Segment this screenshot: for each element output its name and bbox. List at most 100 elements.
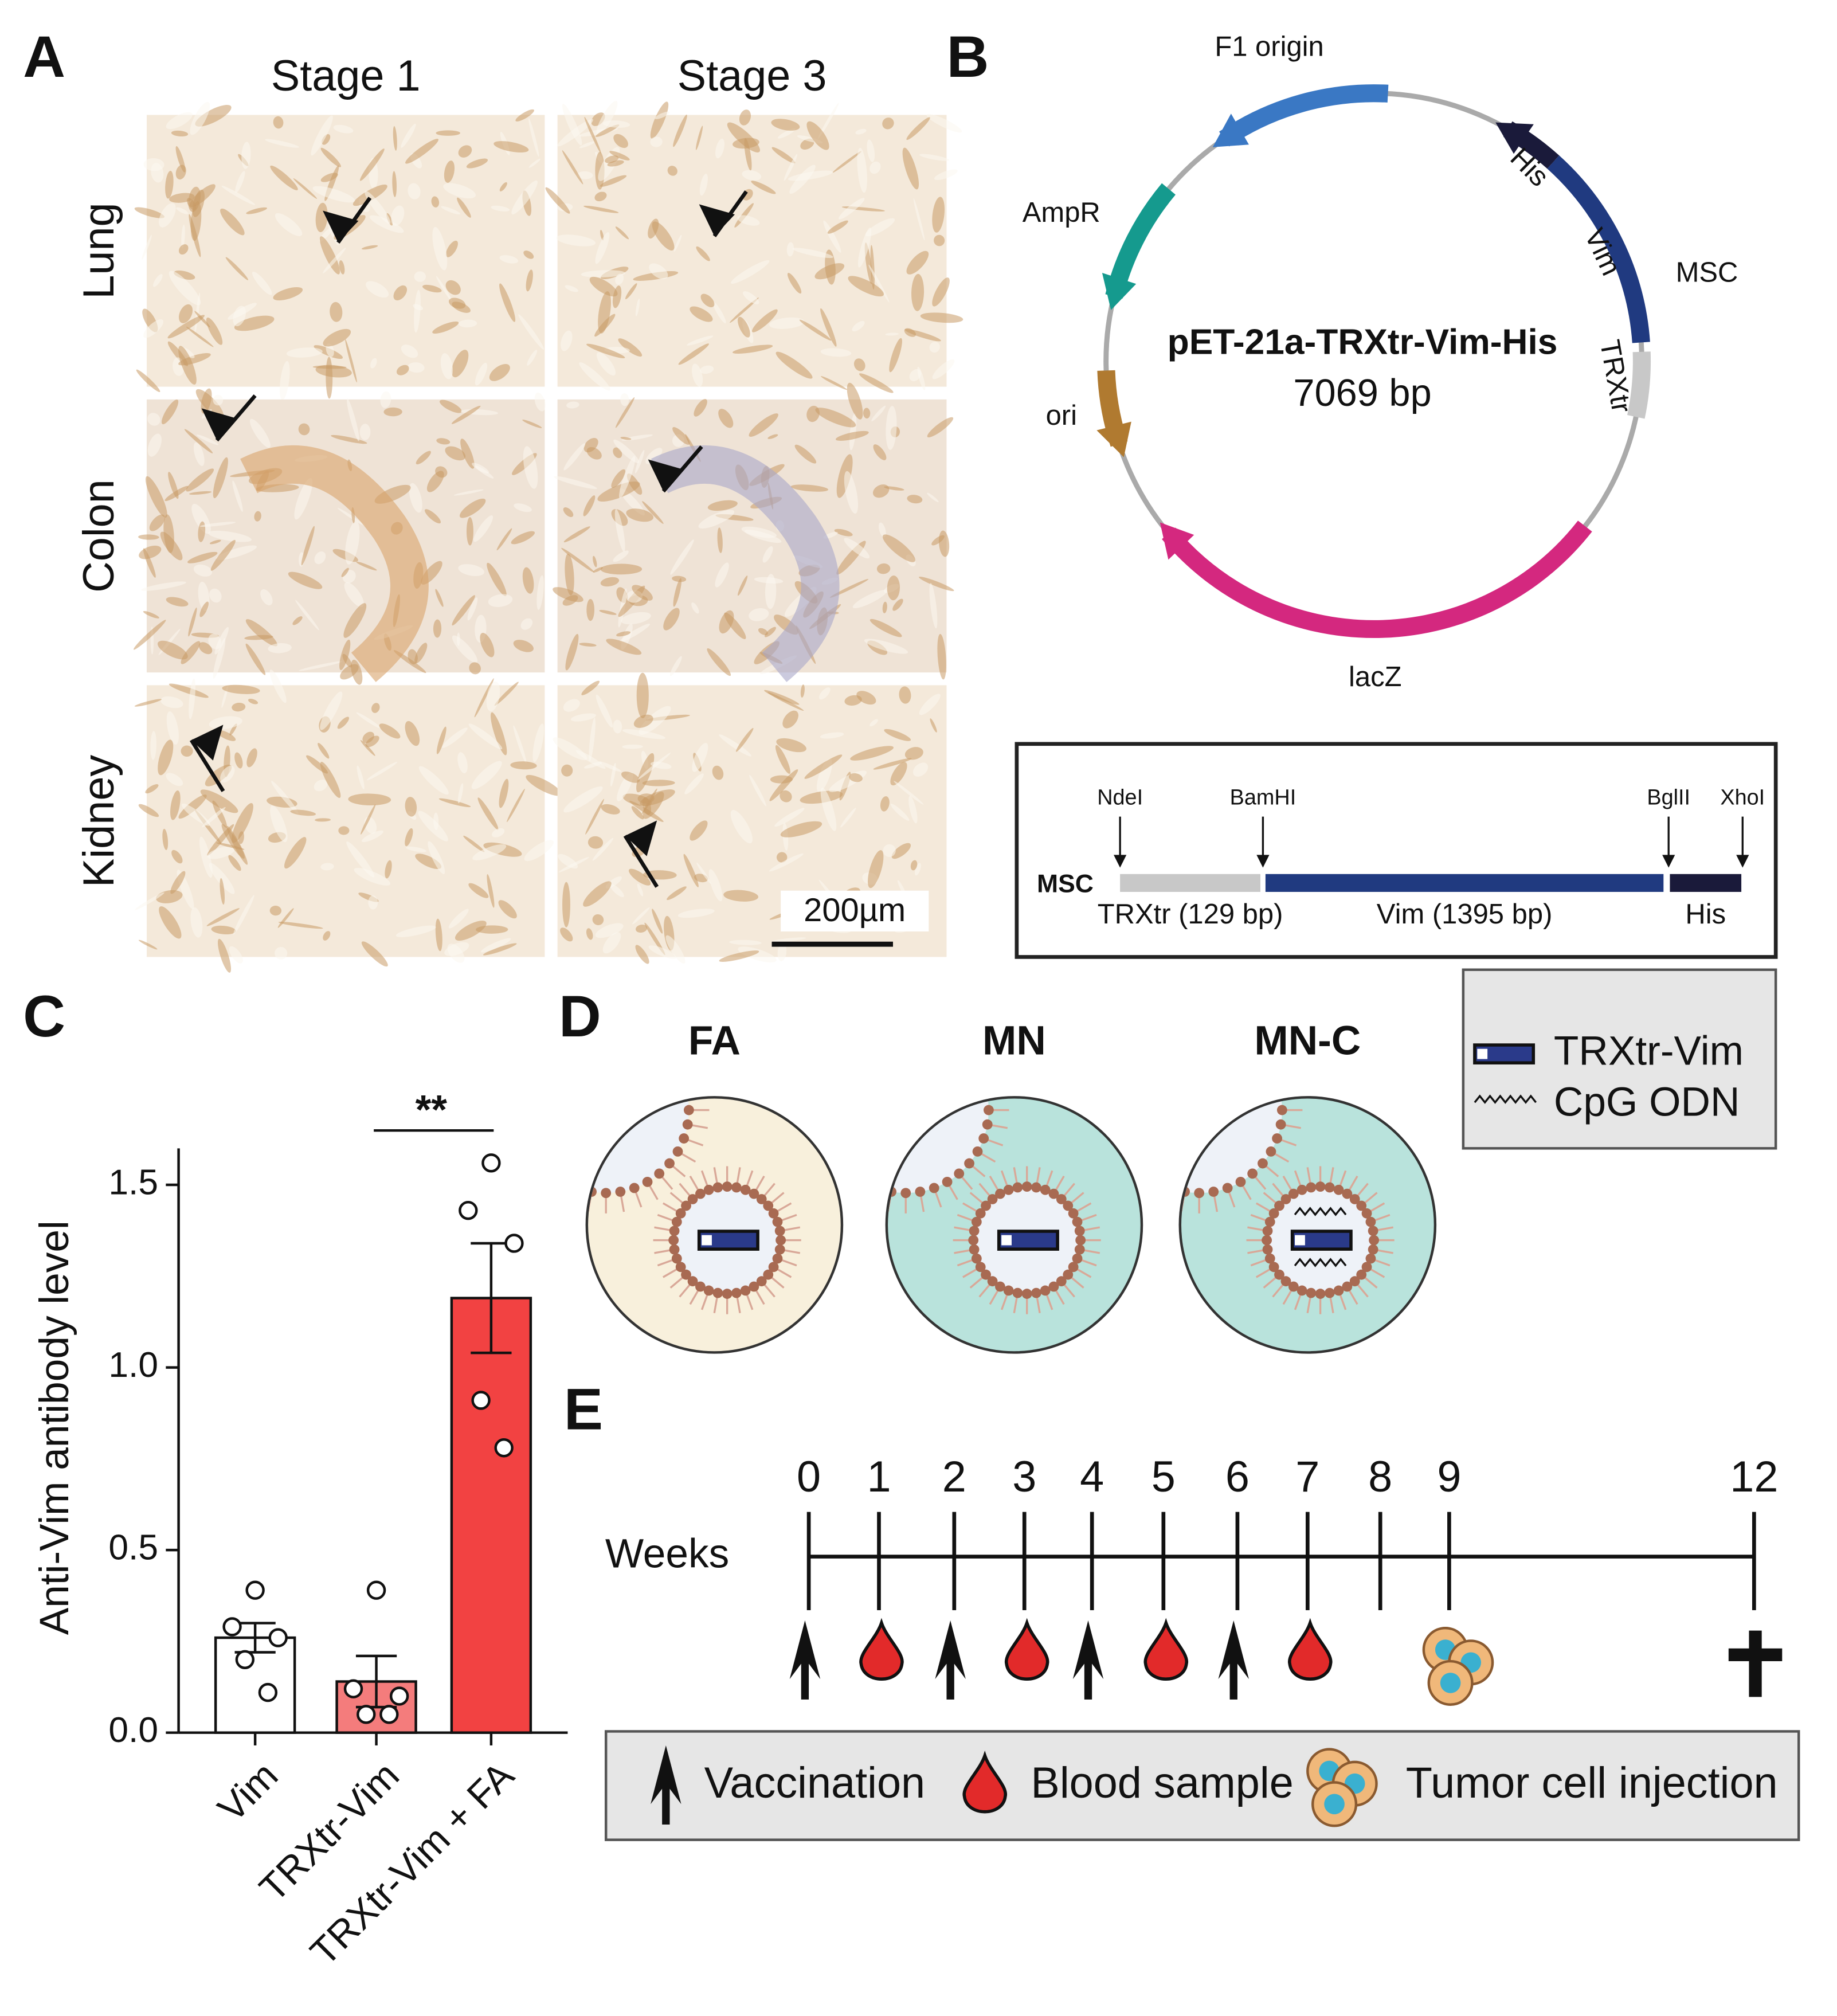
lipid-head [1223,1027,1233,1038]
texture [563,699,580,712]
lipid-head [774,1244,785,1255]
texture [904,747,923,760]
texture [143,319,164,338]
lipid-head [1274,1200,1284,1211]
texture [883,844,896,858]
texture [738,576,748,596]
texture [405,828,413,847]
texture [806,121,829,150]
texture [220,765,235,783]
texture [366,281,389,298]
lipid-head [973,1063,983,1074]
label: Stage 1 [271,52,421,100]
texture [428,841,445,874]
lipid-head [964,1158,974,1169]
texture [220,208,245,236]
lipid-head [1040,1184,1051,1195]
lipid-tail [839,1031,852,1046]
texture [649,263,668,279]
texture [594,191,607,202]
texture [561,764,573,777]
texture [457,197,471,218]
texture [445,280,461,295]
texture [213,394,224,406]
lipid-head [772,1253,783,1264]
texture [575,750,606,769]
texture [696,862,711,884]
label: 9 [1437,1453,1461,1501]
texture [635,299,640,316]
texture [743,291,759,304]
texture [782,710,798,729]
feature-arrow [1160,522,1194,560]
texture [631,806,644,820]
texture [150,731,156,760]
texture [832,151,861,173]
texture [184,429,213,453]
lipid-tail [669,1044,685,1057]
texture [570,713,596,722]
texture [330,302,343,322]
label: 4 [1080,1453,1104,1501]
lipid-tail [816,1058,834,1068]
texture [211,925,236,935]
texture [458,145,472,158]
texture [477,797,499,830]
x-tick-label: Vim [210,1754,287,1830]
texture [532,723,545,762]
texture [139,545,162,559]
texture [333,124,354,134]
texture [314,551,326,565]
texture [356,712,381,729]
texture [436,438,451,445]
texture [712,765,724,780]
texture [320,863,334,871]
lipid-head [672,1146,683,1157]
texture [379,723,401,739]
texture [186,326,214,347]
texture [887,575,900,601]
lipid-head [559,1177,570,1187]
texture [894,781,924,805]
texture [178,304,193,323]
texture [486,681,500,712]
texture [665,935,686,964]
label: Vaccination [704,1759,926,1807]
lipid-tail [1240,1020,1251,1038]
texture [633,714,653,728]
lipid-head [971,1253,982,1264]
texture [216,730,236,741]
texture [870,245,875,290]
texture [534,392,546,412]
texture [585,798,604,835]
texture [473,515,493,542]
texture [821,376,848,390]
texture [626,473,643,495]
lipid-head [1166,1183,1176,1193]
texture [159,203,176,228]
lipid-head [1368,1226,1378,1236]
texture [563,443,586,471]
texture [361,941,388,967]
lipid-head [822,1133,833,1144]
texture [494,682,519,706]
texture [829,578,869,598]
lipid-head [654,1042,664,1052]
lipid-head [982,1119,993,1130]
lipid-head [669,1244,680,1255]
lipid-head [1297,1285,1307,1296]
lipid-head [1031,1287,1041,1298]
texture [880,796,890,812]
texture [193,442,205,466]
lipid-head [1324,1287,1335,1298]
texture [160,531,183,561]
texture [463,835,485,852]
arrow-head [625,820,657,856]
texture [927,492,939,503]
texture [432,321,459,334]
texture [764,627,776,637]
texture [677,909,715,918]
lipid-head [1031,1182,1041,1193]
texture [579,141,595,148]
texture [864,639,908,654]
